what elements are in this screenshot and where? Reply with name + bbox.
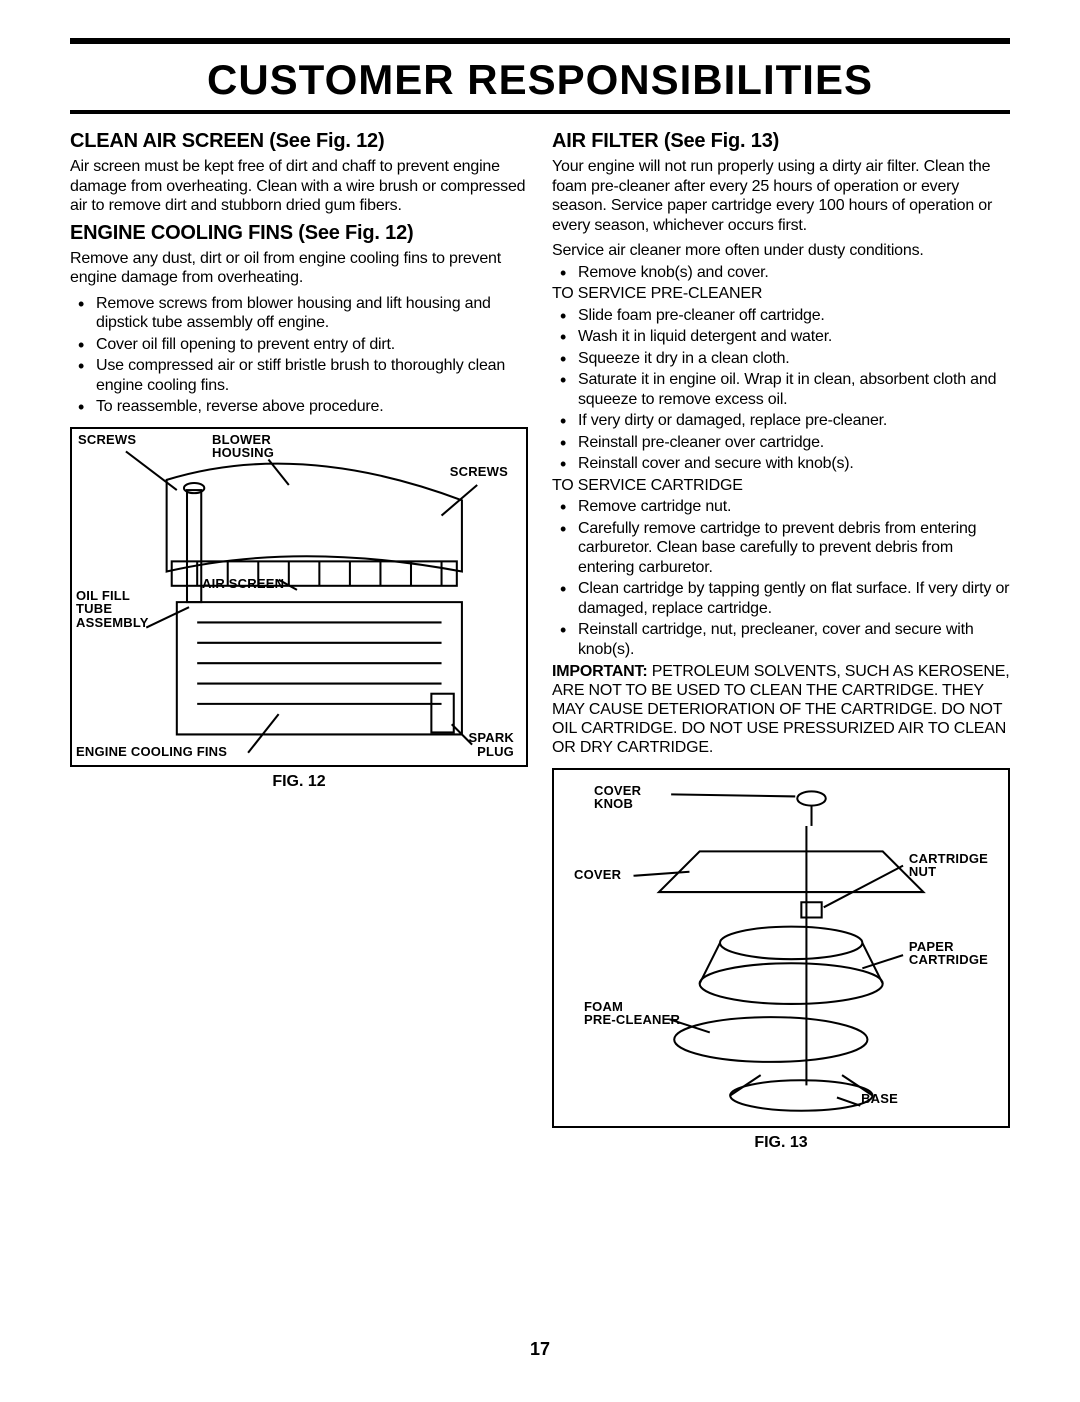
list-item: Remove cartridge nut.: [552, 497, 1010, 517]
air-filter-b2: Slide foam pre-cleaner off cartridge. Wa…: [552, 306, 1010, 474]
clean-air-text: Air screen must be kept free of dirt and…: [70, 157, 528, 216]
page-title: CUSTOMER RESPONSIBILITIES: [70, 56, 1010, 104]
left-column: CLEAN AIR SCREEN (See Fig. 12) Air scree…: [70, 124, 528, 1152]
list-item: Use compressed air or stiff bristle brus…: [70, 356, 528, 395]
list-item: Clean cartridge by tapping gently on fla…: [552, 579, 1010, 618]
list-item: Cover oil fill opening to prevent entry …: [70, 335, 528, 355]
under-rule: [70, 110, 1010, 114]
air-filter-p2: Service air cleaner more often under dus…: [552, 241, 1010, 261]
right-column: AIR FILTER (See Fig. 13) Your engine wil…: [552, 124, 1010, 1152]
sub-pre-cleaner: TO SERVICE PRE-CLEANER: [552, 284, 1010, 304]
sub-cartridge: TO SERVICE CARTRIDGE: [552, 476, 1010, 496]
list-item: Wash it in liquid detergent and water.: [552, 327, 1010, 347]
fig12-diagram-icon: [72, 429, 526, 765]
air-filter-p1: Your engine will not run properly using …: [552, 157, 1010, 235]
list-item: Slide foam pre-cleaner off cartridge.: [552, 306, 1010, 326]
section-heading-cooling-fins: ENGINE COOLING FINS (See Fig. 12): [70, 222, 528, 245]
list-item: Reinstall cartridge, nut, precleaner, co…: [552, 620, 1010, 659]
important-label: IMPORTANT:: [552, 663, 647, 680]
list-item: Carefully remove cartridge to prevent de…: [552, 519, 1010, 578]
figure-12-box: SCREWS BLOWER HOUSING SCREWS AIR SCREEN …: [70, 427, 528, 767]
list-item: Remove knob(s) and cover.: [552, 263, 1010, 283]
columns: CLEAN AIR SCREEN (See Fig. 12) Air scree…: [70, 124, 1010, 1152]
list-item: Squeeze it dry in a clean cloth.: [552, 349, 1010, 369]
list-item: Remove screws from blower housing and li…: [70, 294, 528, 333]
section-heading-air-filter: AIR FILTER (See Fig. 13): [552, 130, 1010, 153]
page-number: 17: [0, 1339, 1080, 1360]
list-item: If very dirty or damaged, replace pre-cl…: [552, 411, 1010, 431]
section-heading-clean-air: CLEAN AIR SCREEN (See Fig. 12): [70, 130, 528, 153]
list-item: Saturate it in engine oil. Wrap it in cl…: [552, 370, 1010, 409]
list-item: Reinstall cover and secure with knob(s).: [552, 454, 1010, 474]
fig13-caption: FIG. 13: [552, 1134, 1010, 1152]
fig12-caption: FIG. 12: [70, 773, 528, 791]
list-item: Reinstall pre-cleaner over cartridge.: [552, 433, 1010, 453]
fig13-diagram-icon: [554, 770, 1008, 1126]
air-filter-b3: Remove cartridge nut. Carefully remove c…: [552, 497, 1010, 659]
cooling-fins-intro: Remove any dust, dirt or oil from engine…: [70, 249, 528, 288]
list-item: To reassemble, reverse above procedure.: [70, 397, 528, 417]
important-note: IMPORTANT: PETROLEUM SOLVENTS, SUCH AS K…: [552, 663, 1010, 757]
top-rule: [70, 38, 1010, 44]
figure-13-box: COVER KNOB COVER CARTRIDGE NUT PAPER CAR…: [552, 768, 1010, 1128]
cooling-fins-bullets: Remove screws from blower housing and li…: [70, 294, 528, 417]
air-filter-b1: Remove knob(s) and cover.: [552, 263, 1010, 283]
